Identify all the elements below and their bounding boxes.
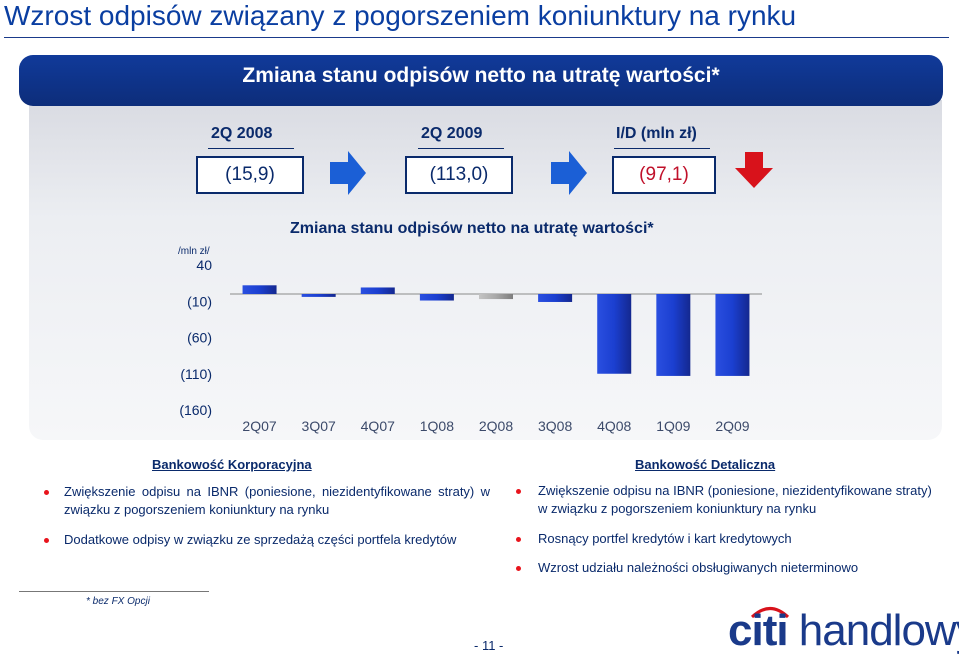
x-tick-label: 2Q07 — [242, 418, 276, 434]
corporate-bullet-2: Dodatkowe odpisy w związku ze sprzedażą … — [64, 532, 457, 547]
bar-2Q08 — [479, 294, 513, 300]
col-underline — [208, 148, 294, 149]
col-underline — [614, 148, 710, 149]
x-tick-label: 1Q08 — [420, 418, 454, 434]
bar-4Q08 — [597, 294, 632, 374]
retail-bullet-3: Wzrost udziału należności obsługiwanych … — [538, 560, 859, 575]
value-2q2008: (15,9) — [196, 156, 304, 194]
logo-arc-icon — [750, 607, 790, 618]
x-tick-label: 2Q08 — [479, 418, 513, 434]
x-tick-label: 4Q07 — [361, 418, 395, 434]
col-label-change: I/D (mln zł) — [616, 125, 697, 142]
y-tick-label: 40 — [196, 257, 212, 273]
bar-4Q07 — [360, 287, 395, 294]
chart-unit-label: /mln zł/ — [178, 246, 210, 257]
bar-3Q07 — [301, 294, 336, 297]
title-divider — [4, 37, 949, 38]
arrow-right-icon — [551, 151, 587, 195]
retail-title: Bankowość Detaliczna — [635, 457, 776, 472]
footnote-divider — [19, 591, 209, 592]
value-change: (97,1) — [612, 156, 716, 194]
chart-title: Zmiana stanu odpisów netto na utratę war… — [290, 220, 654, 237]
value-2q2009: (113,0) — [405, 156, 513, 194]
x-tick-label: 1Q09 — [656, 418, 690, 434]
bullet-dot — [516, 537, 521, 542]
logo-wordmark: citi handlowy — [728, 606, 959, 656]
x-tick-label: 3Q08 — [538, 418, 572, 434]
bar-2Q09 — [715, 294, 750, 376]
y-tick-label: (160) — [179, 402, 212, 418]
x-tick-label: 2Q09 — [715, 418, 749, 434]
retail-bullet-2: Rosnący portfel kredytów i kart kredytow… — [538, 531, 792, 546]
arrow-down-icon — [735, 152, 773, 188]
x-tick-label: 4Q08 — [597, 418, 631, 434]
corporate-title: Bankowość Korporacyjna — [152, 457, 312, 472]
col-underline — [418, 148, 504, 149]
y-tick-label: (110) — [180, 366, 212, 382]
banner-title: Zmiana stanu odpisów netto na utratę war… — [242, 64, 720, 87]
bar-1Q09 — [656, 294, 691, 376]
bar-3Q08 — [538, 294, 573, 302]
bar-2Q07 — [242, 285, 277, 294]
x-tick-label: 3Q07 — [302, 418, 336, 434]
page-number: - 11 - — [474, 638, 504, 653]
col-label-2q2009: 2Q 2009 — [421, 125, 483, 142]
banner: Zmiana stanu odpisów netto na utratę war… — [19, 55, 943, 106]
col-label-2q2008: 2Q 2008 — [211, 125, 273, 142]
retail-bullet-1: Zwiększenie odpisu na IBNR (poniesione, … — [538, 483, 932, 516]
corporate-bullet-1: Zwiększenie odpisu na IBNR (poniesione, … — [64, 484, 490, 517]
page-title: Wzrost odpisów związany z pogorszeniem k… — [4, 0, 797, 31]
y-tick-label: (60) — [187, 330, 212, 346]
bullet-dot — [516, 566, 521, 571]
bullet-dot — [516, 489, 521, 494]
logo-citi: citi — [728, 606, 789, 655]
bullet-dot — [44, 538, 49, 543]
y-tick-label: (10) — [187, 293, 212, 309]
citi-handlowy-logo: citi handlowy — [728, 604, 959, 656]
footnote: * bez FX Opcji — [86, 596, 150, 607]
arrow-right-icon — [330, 151, 366, 195]
bullet-dot — [44, 490, 49, 495]
bar-1Q08 — [419, 294, 454, 301]
logo-handlowy: handlowy — [787, 606, 959, 655]
